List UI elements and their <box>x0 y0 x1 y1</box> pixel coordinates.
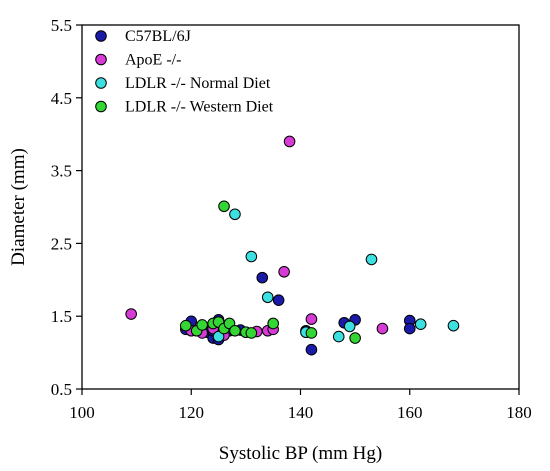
data-point-series-2 <box>283 135 296 148</box>
data-point-series-4 <box>349 332 361 344</box>
data-point-series-3 <box>212 330 225 343</box>
legend: C57BL/6J ApoE -/- LDLR -/- Normal Diet LDLR… <box>95 28 274 116</box>
legend-marker <box>95 77 107 89</box>
data-point-series-4 <box>179 319 192 332</box>
data-point-series-3 <box>332 330 345 343</box>
x-axis-title: Systolic BP (mm Hg) <box>219 443 382 464</box>
data-point-series-4 <box>229 324 241 337</box>
legend-label: C57BL/6J <box>125 28 191 45</box>
data-point-series-4 <box>305 327 318 339</box>
y-axis-title: Diameter (mm) <box>8 148 29 266</box>
y-tick-label: 1.5 <box>51 307 72 326</box>
data-point-series-4 <box>245 327 258 339</box>
legend-marker <box>95 30 107 42</box>
data-points <box>125 135 460 356</box>
legend-label: LDLR -/- Normal Diet <box>125 75 271 92</box>
data-point-series-2 <box>305 313 318 325</box>
data-point-series-2 <box>278 265 290 278</box>
data-point-series-4 <box>267 317 279 330</box>
data-point-series-3 <box>365 253 378 266</box>
data-point-series-4 <box>196 319 208 331</box>
data-point-series-3 <box>343 320 356 333</box>
y-tick-label: 4.5 <box>51 89 72 108</box>
legend-label: LDLR -/- Western Diet <box>125 99 274 116</box>
y-tick-label: 3.5 <box>51 162 72 181</box>
legend-marker <box>95 53 107 66</box>
data-point-series-2 <box>125 308 137 320</box>
x-tick-label: 180 <box>506 403 532 422</box>
x-tick-label: 160 <box>397 403 423 422</box>
data-point-series-3 <box>261 291 274 304</box>
data-point-series-4 <box>218 200 230 213</box>
data-point-series-3 <box>414 318 427 331</box>
legend-label: ApoE -/- <box>125 52 181 69</box>
data-point-series-1 <box>403 322 416 335</box>
data-point-series-1 <box>272 294 285 306</box>
data-point-series-1 <box>305 343 318 356</box>
x-axis-ticks: 100 120 140 160 180 <box>69 389 532 422</box>
legend-marker <box>95 100 107 113</box>
data-point-series-2 <box>376 322 389 335</box>
y-axis-ticks: 0.5 1.5 2.5 3.5 4.5 5.5 <box>51 16 82 399</box>
data-point-series-1 <box>256 271 269 284</box>
data-point-series-3 <box>447 319 460 332</box>
x-tick-label: 120 <box>179 403 205 422</box>
x-tick-label: 100 <box>69 403 95 422</box>
y-tick-label: 2.5 <box>51 234 72 253</box>
data-point-series-3 <box>245 250 258 263</box>
y-tick-label: 0.5 <box>51 380 72 399</box>
x-tick-label: 140 <box>288 403 314 422</box>
y-tick-label: 5.5 <box>51 16 72 35</box>
data-point-series-3 <box>229 208 241 221</box>
